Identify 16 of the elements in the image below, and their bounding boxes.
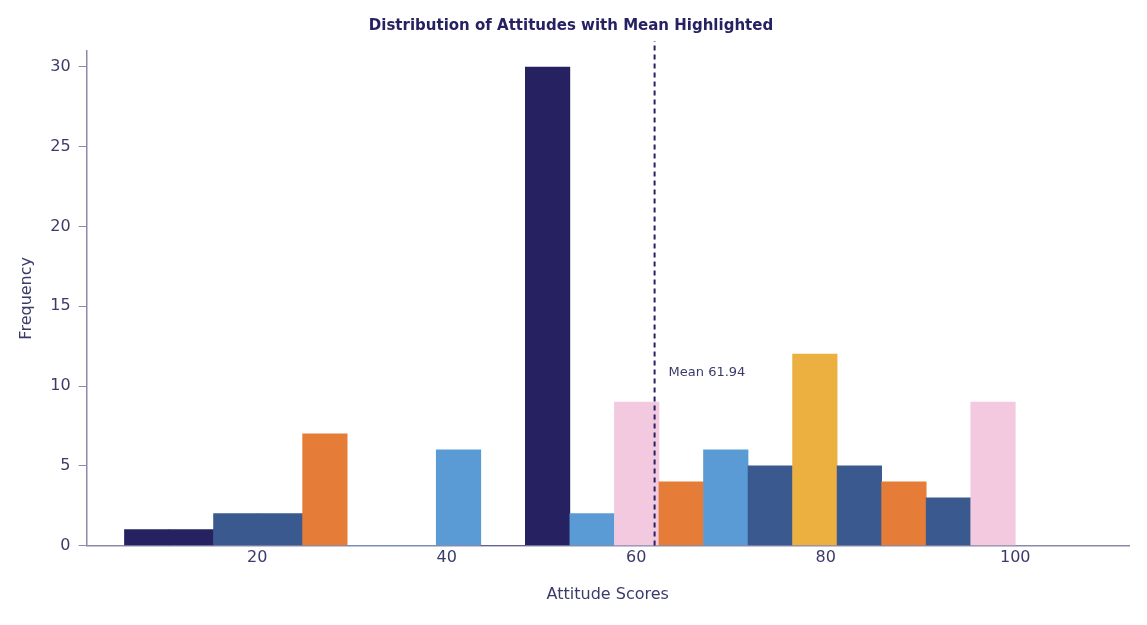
y-tick-label: 30 [50,56,71,76]
y-axis-title: Frequency [15,256,35,340]
ref-line-label: Mean 61.94 [668,363,746,379]
y-tick-label: 25 [50,135,71,155]
x-tick-label: 40 [436,547,457,567]
x-tick-label: 60 [626,547,647,567]
x-tick-label: 20 [246,547,268,567]
y-tick-label: 5 [60,454,71,474]
x-axis-title: Attitude Scores [546,583,669,603]
x-tick-label: 80 [815,547,836,567]
y-tick-label: 20 [50,215,71,235]
y-tick-label: 0 [60,534,71,554]
x-tick-label: 100 [1000,547,1031,567]
y-tick-label: 10 [50,375,71,395]
chart-title: Distribution of Attitudes with Mean Highlighted [368,15,774,34]
y-tick-label: 15 [50,295,71,315]
